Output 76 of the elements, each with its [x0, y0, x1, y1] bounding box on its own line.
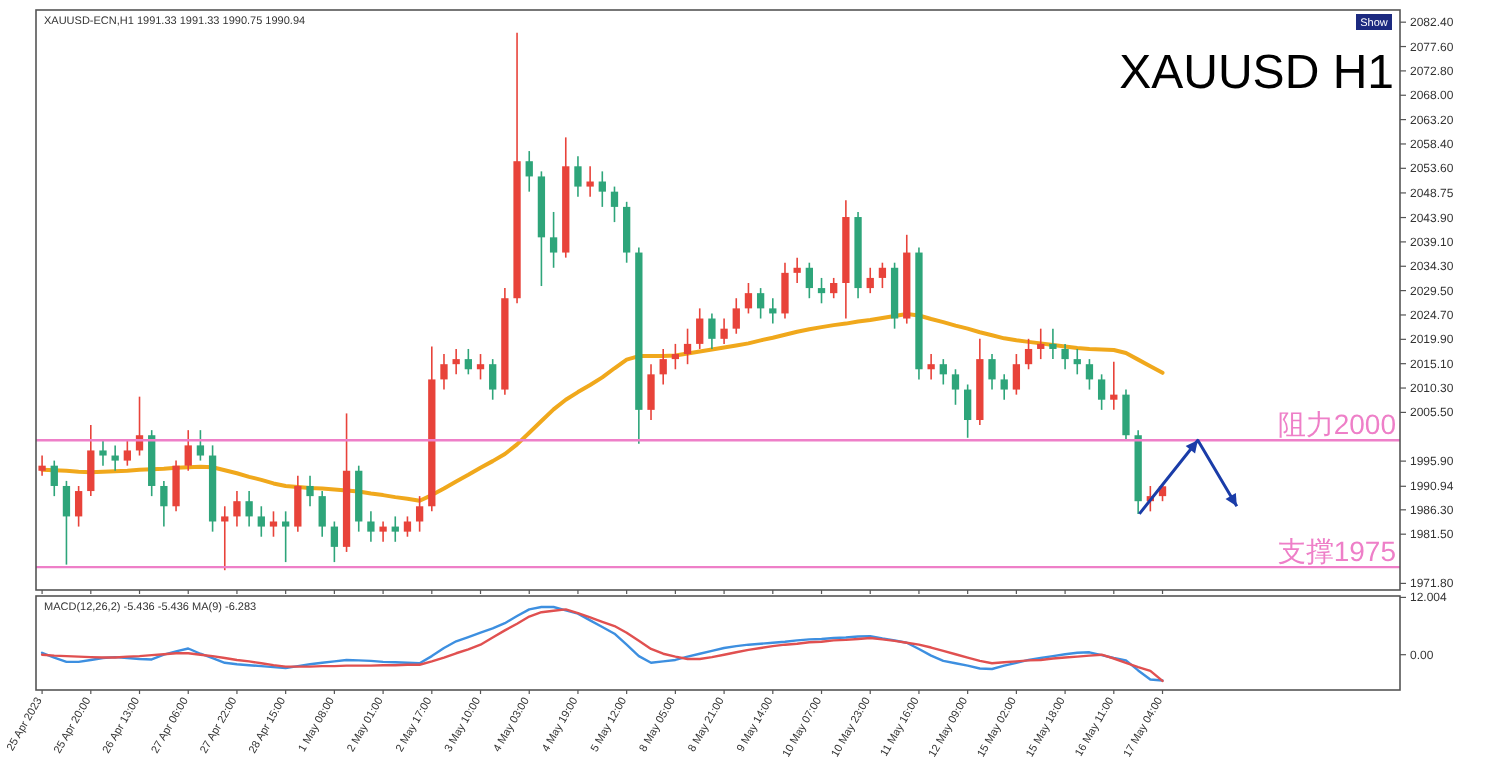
- candlestick: [318, 490, 326, 538]
- candlestick: [696, 307, 704, 350]
- candlestick: [708, 312, 716, 350]
- candlestick: [74, 485, 83, 528]
- candlestick: [196, 429, 205, 462]
- candlestick: [683, 327, 692, 365]
- candlestick: [817, 277, 826, 305]
- candlestick: [391, 515, 399, 543]
- candlestick: [1110, 360, 1118, 411]
- candlestick: [1037, 327, 1045, 360]
- candlestick: [1122, 388, 1130, 442]
- candlestick: [62, 480, 71, 566]
- candlestick: [623, 201, 631, 264]
- candlestick: [732, 297, 740, 335]
- candlestick: [781, 261, 789, 320]
- candlestick: [269, 510, 278, 538]
- candlestick: [586, 165, 594, 198]
- text: XAUUSD H1: [1119, 46, 1394, 100]
- candlestick: [1085, 358, 1094, 391]
- candlestick: [294, 475, 302, 533]
- ref-line-label: 阻力2000: [1277, 408, 1397, 441]
- candlestick: [172, 459, 180, 513]
- candlestick: [598, 170, 606, 208]
- candlestick: [184, 429, 192, 472]
- candlestick: [866, 266, 874, 294]
- candlestick: [452, 348, 460, 376]
- candlestick: [878, 261, 887, 289]
- candlestick: [574, 155, 582, 198]
- candlestick: [440, 353, 448, 391]
- candlestick: [415, 495, 424, 533]
- candlestick: [525, 150, 533, 193]
- candlestick: [951, 368, 960, 406]
- candlestick: [1061, 343, 1069, 371]
- candlestick: [221, 505, 229, 572]
- candlestick: [549, 211, 558, 269]
- candlestick: [282, 510, 290, 563]
- candlestick: [257, 505, 265, 538]
- candlestick: [160, 480, 168, 528]
- candlestick: [793, 256, 801, 284]
- candlestick: [99, 439, 107, 467]
- candlestick: [964, 383, 972, 439]
- candlestick: [87, 424, 95, 497]
- candlestick: [720, 317, 728, 345]
- candlestick: [805, 261, 813, 300]
- candlestick: [330, 520, 339, 563]
- candlestick: [939, 358, 947, 386]
- candlestick: [476, 353, 485, 381]
- candlestick: [464, 348, 472, 376]
- candlestick: [367, 510, 375, 543]
- candlestick: [123, 439, 131, 467]
- candlestick: [1073, 348, 1081, 376]
- candlestick: [756, 287, 765, 320]
- candlestick: [1000, 373, 1008, 401]
- candlestick: [610, 185, 619, 223]
- candlestick: [1097, 373, 1106, 411]
- candlestick: [111, 444, 119, 472]
- candlestick: [379, 520, 387, 543]
- candlestick: [744, 282, 753, 315]
- candlestick: [1012, 353, 1021, 396]
- candlestick: [1024, 338, 1033, 371]
- candlestick: [830, 277, 838, 300]
- candlestick: [769, 297, 777, 325]
- candlestick: [1049, 327, 1057, 360]
- candlestick: [245, 490, 253, 528]
- candlestick: [988, 353, 996, 391]
- candlestick: [647, 363, 655, 421]
- candlestick: [403, 515, 412, 538]
- candlestick: [50, 459, 58, 497]
- candlestick: [38, 454, 46, 477]
- candlestick: [671, 343, 680, 371]
- candlestick: [233, 490, 241, 528]
- candlestick: [489, 358, 497, 401]
- ref-line-label: 支撑1975: [1277, 535, 1397, 568]
- candlestick: [306, 475, 314, 508]
- candlestick: [659, 348, 667, 386]
- candlestick: [927, 353, 935, 381]
